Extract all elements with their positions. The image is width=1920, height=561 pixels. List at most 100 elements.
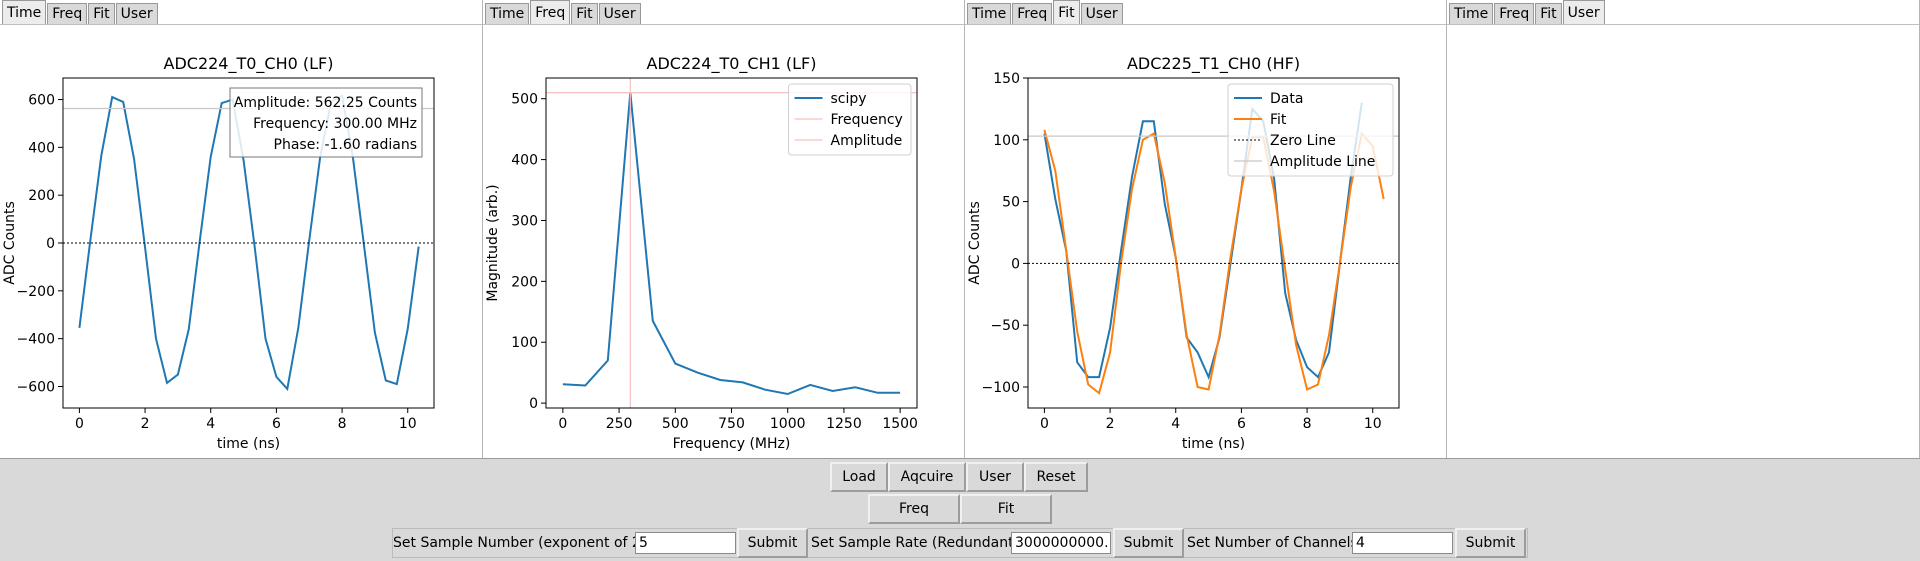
y-axis-label: ADC Counts (967, 201, 983, 284)
series-line-data (1043, 102, 1363, 381)
x-tick-label: 250 (606, 416, 633, 432)
panel-1-tabs: Time Freq Fit User (0, 0, 159, 24)
tab-freq[interactable]: Freq (530, 0, 571, 24)
annotation-box (229, 87, 423, 158)
channels-submit-button[interactable]: Submit (1455, 528, 1526, 558)
x-tick-label: 4 (206, 416, 215, 432)
chart-title: ADC225_T1_CH0 (HF) (1127, 54, 1300, 74)
tab-fit[interactable]: Fit (1535, 3, 1562, 24)
plot-panel-4: Time Freq Fit User (1447, 0, 1920, 458)
freq-plot-ch1: ADC224_T0_CH1 (LF)0 250 500 750 1000 1250 1500… (485, 54, 918, 452)
legend-entry: Frequency (831, 112, 903, 128)
settings-bar (392, 528, 1528, 558)
x-tick-label: 6 (1237, 416, 1246, 432)
tab-user[interactable]: User (115, 3, 158, 24)
plot-panel-3: Time Freq Fit User ADC225_T1_CH0 (HF) 0 2 4… (965, 0, 1447, 458)
y-tick-label: 0 (46, 236, 55, 252)
x-tick-label: 10 (399, 416, 417, 432)
tab-separator (965, 24, 1446, 25)
axes-frame (1027, 77, 1400, 409)
x-tick-label: 750 (718, 416, 745, 432)
y-tick-label: 50 (1002, 195, 1020, 211)
user-button[interactable]: User (966, 462, 1024, 492)
chart-title: ADC224_T0_CH0 (LF) (164, 54, 334, 74)
y-tick-label: 200 (511, 274, 538, 290)
tab-fit[interactable]: Fit (88, 3, 115, 24)
legend-box (788, 83, 912, 156)
x-tick-label: 0 (1040, 416, 1049, 432)
y-tick-label: −400 (17, 332, 55, 348)
y-tick-label: 400 (511, 153, 538, 169)
annotation-line: Amplitude: 562.25 Counts (234, 95, 417, 111)
legend-entry: Fit (1270, 112, 1287, 128)
y-tick-label: 400 (28, 140, 55, 156)
x-tick-label: 500 (662, 416, 689, 432)
legend-box (1227, 83, 1394, 177)
tab-separator (483, 24, 964, 25)
panel-4-tabs: Time Freq Fit User (1447, 0, 1606, 24)
tab-time[interactable]: Time (1449, 3, 1494, 24)
fit-button[interactable]: Fit (960, 494, 1052, 524)
reset-button[interactable]: Reset (1024, 462, 1088, 492)
tab-time[interactable]: Time (2, 0, 47, 24)
legend-entry: Zero Line (1270, 133, 1336, 149)
channels-label: Set Number of Channels: (1187, 535, 1363, 551)
sample-rate-input[interactable] (1011, 532, 1111, 554)
y-tick-label: −50 (990, 318, 1020, 334)
series-line-fit (1043, 129, 1385, 395)
tab-time[interactable]: Time (967, 3, 1012, 24)
annotation-line: Frequency: 300.00 MHz (253, 116, 417, 132)
y-axis-label: Magnitude (arb.) (485, 184, 501, 301)
sample-rate-submit-button[interactable]: Submit (1113, 528, 1184, 558)
acquire-button[interactable]: Aqcuire (888, 462, 966, 492)
plot-area (1028, 102, 1399, 395)
y-tick-label: −100 (982, 380, 1020, 396)
tab-fit[interactable]: Fit (571, 3, 598, 24)
y-tick-label: 500 (511, 92, 538, 108)
tab-user[interactable]: User (1562, 0, 1605, 24)
y-tick-label: 100 (511, 335, 538, 351)
tab-freq[interactable]: Freq (1494, 3, 1535, 24)
sample-rate-label: Set Sample Rate (Redundant): (811, 535, 1024, 551)
y-tick-label: 0 (529, 396, 538, 412)
tab-freq[interactable]: Freq (47, 3, 88, 24)
x-tick-label: 4 (1171, 416, 1180, 432)
freq-button[interactable]: Freq (868, 494, 960, 524)
x-tick-label: 6 (272, 416, 281, 432)
x-tick-label: 0 (75, 416, 84, 432)
y-tick-label: −200 (17, 284, 55, 300)
x-tick-label: 0 (558, 416, 567, 432)
y-axis-label: ADC Counts (2, 201, 18, 284)
x-tick-label: 1500 (882, 416, 918, 432)
legend-entry: Amplitude Line (1270, 154, 1375, 170)
plot-panel-1: Time Freq Fit User ADC224_T0_CH0 (LF) 0 2 4… (0, 0, 483, 458)
sample-number-submit-button[interactable]: Submit (737, 528, 808, 558)
y-tick-label: −600 (17, 379, 55, 395)
x-tick-label: 1250 (826, 416, 862, 432)
tab-time[interactable]: Time (485, 3, 530, 24)
panel-2-tabs: Time Freq Fit User (483, 0, 642, 24)
tab-freq[interactable]: Freq (1012, 3, 1053, 24)
sample-number-label: Set Sample Number (exponent of 2): (393, 535, 651, 551)
sample-number-input[interactable] (635, 532, 736, 554)
x-axis-label: time (ns) (1182, 436, 1245, 452)
x-tick-label: 2 (1106, 416, 1115, 432)
legend-entry: Data (1270, 91, 1303, 107)
tab-user[interactable]: User (598, 3, 641, 24)
time-plot-ch0: ADC224_T0_CH0 (LF) 0 2 4 6 8 10 −600 −400 −200 0 20… (2, 54, 435, 452)
series-line-scipy (562, 92, 901, 396)
load-button[interactable]: Load (830, 462, 888, 492)
tab-separator (0, 24, 482, 25)
channels-input[interactable] (1352, 532, 1453, 554)
tab-separator (1447, 24, 1919, 25)
fit-plot-ch0: ADC225_T1_CH0 (HF) 0 2 4 6 8 10 −100 −50 0 50 100 15… (967, 54, 1400, 452)
x-tick-label: 10 (1364, 416, 1382, 432)
tab-user[interactable]: User (1080, 3, 1123, 24)
y-tick-label: 150 (993, 71, 1020, 87)
x-axis-label: Frequency (MHz) (673, 436, 791, 452)
user-panel-canvas (1447, 25, 1919, 458)
tab-fit[interactable]: Fit (1053, 0, 1080, 24)
y-tick-label: 200 (28, 188, 55, 204)
series-line-0 (78, 94, 420, 392)
x-axis-label: time (ns) (217, 436, 280, 452)
